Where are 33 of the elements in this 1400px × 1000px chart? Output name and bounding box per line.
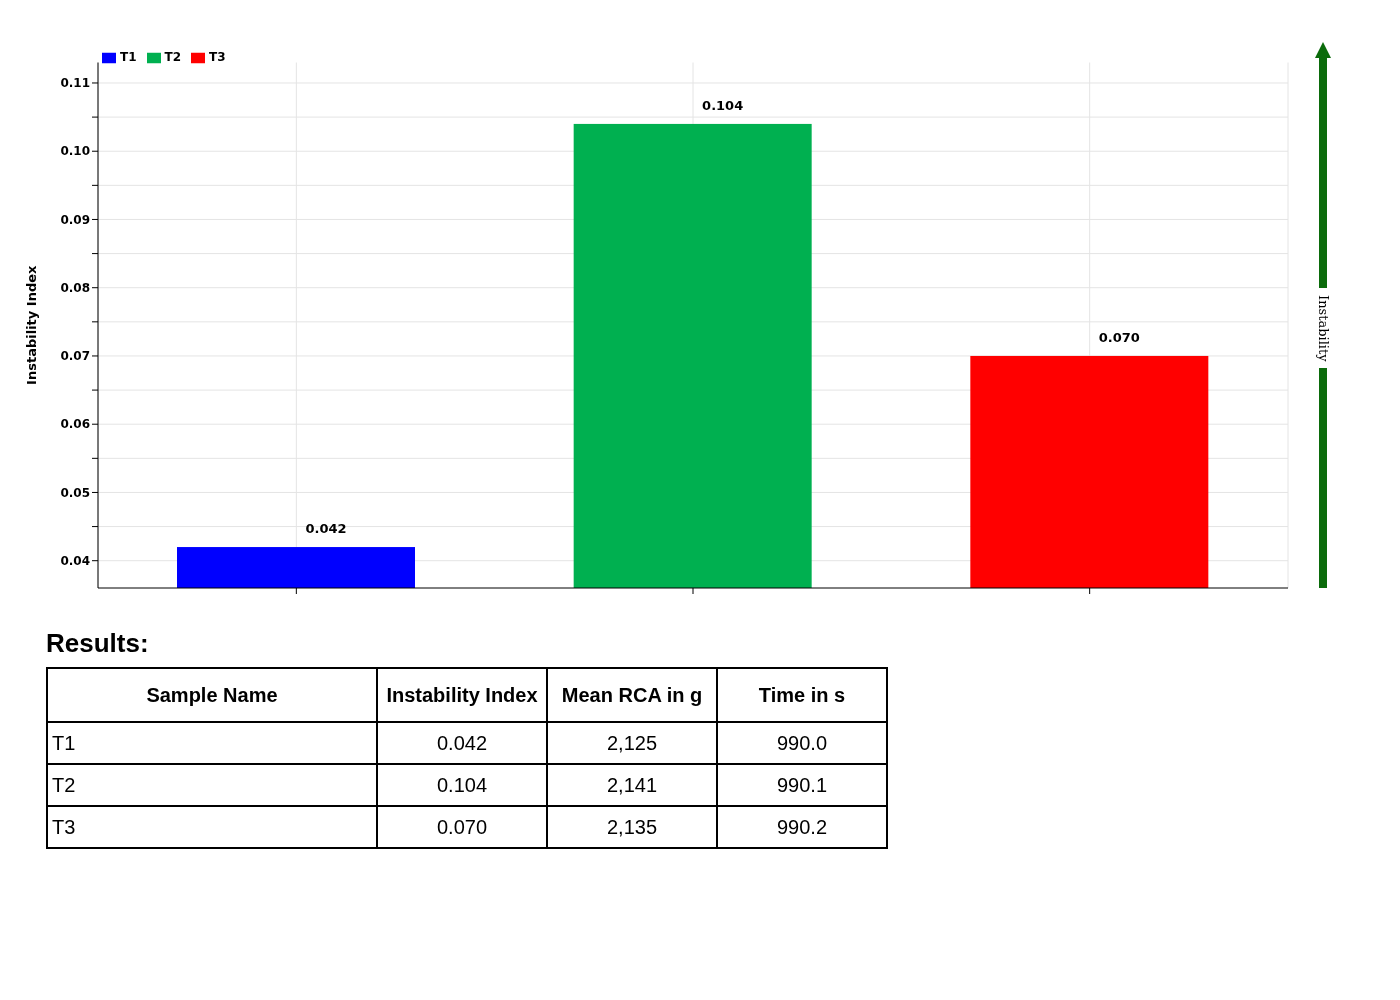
text: 0.042 (305, 521, 347, 537)
legend-label: T2 (164, 50, 182, 64)
y-tick-label: 0.05 (60, 485, 90, 500)
text: T2 (47, 764, 377, 806)
text: 0.104 (377, 764, 547, 806)
text: Mean RCA in g (547, 668, 717, 722)
y-tick-label: 0.06 (60, 417, 90, 432)
text: 0.042 (377, 722, 547, 764)
y-tick-label: 0.04 (60, 553, 90, 568)
y-tick-label: 0.09 (60, 212, 90, 227)
text: Instability (1315, 294, 1331, 362)
text: 0.070 (1098, 329, 1140, 345)
text: Sample Name (47, 668, 377, 722)
text: Instability Index (377, 668, 547, 722)
text: 0.070 (377, 806, 547, 848)
text: T1 (47, 722, 377, 764)
text: 990.2 (717, 806, 887, 848)
y-axis-title: Instability Index (23, 264, 39, 385)
text: 2,135 (547, 806, 717, 848)
y-tick-label: 0.07 (60, 349, 90, 364)
y-tick-label: 0.10 (60, 144, 90, 159)
text: 0.104 (702, 97, 744, 113)
text: Results: (46, 628, 150, 659)
y-tick-label: 0.11 (60, 76, 90, 91)
text: Time in s (717, 668, 887, 722)
text: T3 (47, 806, 377, 848)
text: 2,141 (547, 764, 717, 806)
text: 990.0 (717, 722, 887, 764)
y-tick-label: 0.08 (60, 280, 90, 295)
text: 2,125 (547, 722, 717, 764)
legend-label: T1 (120, 50, 137, 64)
legend-label: T3 (209, 50, 226, 64)
text: 990.1 (717, 764, 887, 806)
